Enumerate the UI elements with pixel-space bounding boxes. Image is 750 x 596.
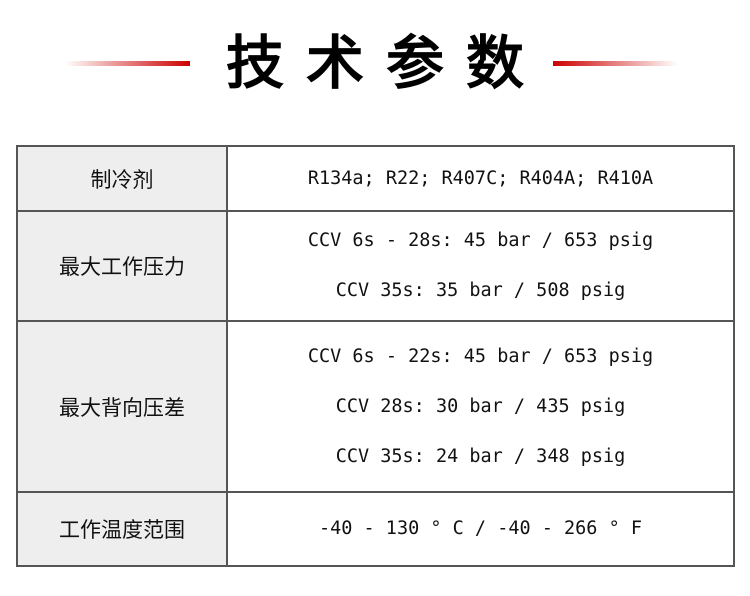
row-value: CCV 6s - 28s: 45 bar / 653 psig [307, 230, 654, 251]
spec-table: 制冷剂 R134a; R22; R407C; R404A; R410A 最大工作… [16, 145, 735, 567]
table-row: 最大工作压力 CCV 6s - 28s: 45 bar / 653 psig C… [16, 210, 735, 322]
row-label: 最大工作压力 [16, 210, 228, 322]
row-label: 最大背向压差 [16, 320, 228, 493]
title-decoration-right [553, 61, 678, 66]
table-row: 最大背向压差 CCV 6s - 22s: 45 bar / 653 psig C… [16, 320, 735, 493]
row-value: CCV 35s: 24 bar / 348 psig [335, 445, 626, 467]
row-value: -40 - 130 ° C / -40 - 266 ° F [318, 518, 642, 539]
row-value: CCV 6s - 22s: 45 bar / 653 psig [307, 345, 654, 367]
page-title: 技术参数 [225, 29, 546, 97]
table-row: 制冷剂 R134a; R22; R407C; R404A; R410A [16, 145, 735, 212]
row-label: 工作温度范围 [16, 491, 228, 567]
row-value: R134a; R22; R407C; R404A; R410A [307, 167, 654, 189]
row-label: 制冷剂 [16, 145, 228, 212]
row-value: CCV 28s: 30 bar / 435 psig [335, 395, 626, 417]
table-row: 工作温度范围 -40 - 130 ° C / -40 - 266 ° F [16, 491, 735, 567]
row-value: CCV 35s: 35 bar / 508 psig [335, 280, 626, 301]
title-decoration-left [65, 61, 190, 66]
